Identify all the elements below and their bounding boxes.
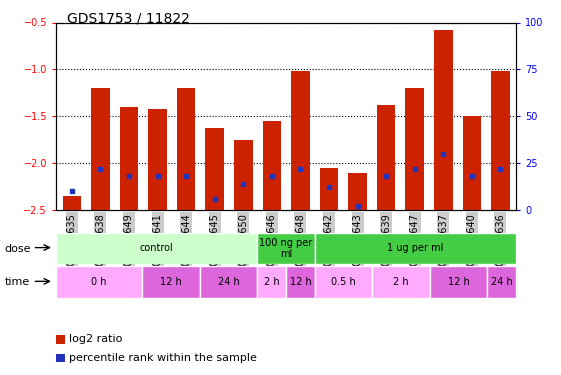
Bar xyxy=(434,30,453,210)
Text: 12 h: 12 h xyxy=(448,277,470,287)
Bar xyxy=(430,266,488,298)
Bar xyxy=(119,107,138,210)
Text: 24 h: 24 h xyxy=(218,277,240,287)
Bar xyxy=(491,71,510,210)
Text: 100 ng per
ml: 100 ng per ml xyxy=(260,238,312,259)
Bar xyxy=(377,105,396,210)
Text: 24 h: 24 h xyxy=(491,277,513,287)
Text: 2 h: 2 h xyxy=(393,277,409,287)
Text: 1 ug per ml: 1 ug per ml xyxy=(387,243,444,254)
Bar xyxy=(406,88,424,210)
Bar xyxy=(56,232,257,264)
Point xyxy=(96,166,105,172)
Point xyxy=(210,196,219,202)
Point xyxy=(496,166,505,172)
Bar xyxy=(373,266,430,298)
Text: time: time xyxy=(4,277,30,287)
Bar xyxy=(177,88,195,210)
Text: log2 ratio: log2 ratio xyxy=(69,334,122,344)
Point xyxy=(182,173,191,179)
Bar xyxy=(148,109,167,210)
Bar xyxy=(200,266,257,298)
Point xyxy=(125,173,134,179)
Text: dose: dose xyxy=(4,244,31,254)
Bar xyxy=(257,266,286,298)
Bar xyxy=(320,168,338,210)
Bar xyxy=(62,196,81,210)
Bar xyxy=(263,121,281,210)
Point xyxy=(467,173,476,179)
Point xyxy=(239,181,248,187)
Bar xyxy=(142,266,200,298)
Text: 2 h: 2 h xyxy=(264,277,279,287)
Point xyxy=(296,166,305,172)
Text: 0.5 h: 0.5 h xyxy=(331,277,356,287)
Point xyxy=(67,188,76,194)
Text: 12 h: 12 h xyxy=(289,277,311,287)
Text: 12 h: 12 h xyxy=(160,277,182,287)
Text: control: control xyxy=(140,243,173,254)
Point xyxy=(153,173,162,179)
Text: percentile rank within the sample: percentile rank within the sample xyxy=(69,353,257,363)
Bar xyxy=(91,88,109,210)
Bar xyxy=(315,232,516,264)
Point xyxy=(268,173,277,179)
Point xyxy=(324,184,333,190)
Bar xyxy=(291,71,310,210)
Text: GDS1753 / 11822: GDS1753 / 11822 xyxy=(67,11,190,25)
Point xyxy=(439,151,448,157)
Bar xyxy=(205,128,224,210)
Bar xyxy=(463,116,481,210)
Bar xyxy=(488,266,516,298)
Bar xyxy=(234,140,252,210)
Point xyxy=(410,166,419,172)
Text: 0 h: 0 h xyxy=(91,277,107,287)
Bar xyxy=(286,266,315,298)
Point xyxy=(353,203,362,209)
Bar xyxy=(348,172,367,210)
Bar xyxy=(315,266,373,298)
Point xyxy=(381,173,390,179)
Bar xyxy=(56,266,142,298)
Bar xyxy=(257,232,315,264)
